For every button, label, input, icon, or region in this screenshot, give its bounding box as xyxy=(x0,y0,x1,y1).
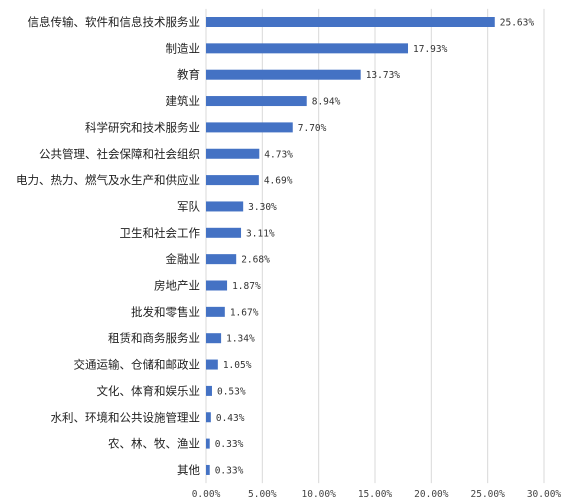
x-tick-label: 10.00% xyxy=(302,489,337,500)
category-label: 科学研究和技术服务业 xyxy=(85,120,200,134)
grid-lines xyxy=(205,8,545,484)
bar xyxy=(206,201,244,212)
value-label: 1.05% xyxy=(223,360,252,371)
bar xyxy=(206,306,225,317)
value-label: 3.11% xyxy=(246,228,275,239)
value-label: 4.73% xyxy=(264,149,293,160)
category-label: 租赁和商务服务业 xyxy=(108,331,200,345)
value-label: 1.87% xyxy=(232,281,261,292)
category-label: 建筑业 xyxy=(166,94,201,108)
bar xyxy=(206,96,307,107)
bar xyxy=(206,17,495,27)
value-label: 25.63% xyxy=(500,18,535,29)
bar xyxy=(206,280,228,291)
bars xyxy=(206,17,495,475)
category-label: 制造业 xyxy=(166,41,201,55)
bar xyxy=(206,122,293,133)
category-label: 公共管理、社会保障和社会组织 xyxy=(39,147,200,161)
category-label: 交通运输、仓储和邮政业 xyxy=(74,358,201,372)
category-label: 文化、体育和娱乐业 xyxy=(97,384,201,398)
category-label: 卫生和社会工作 xyxy=(120,226,201,240)
x-tick-label: 30.00% xyxy=(527,489,562,500)
value-label: 0.33% xyxy=(215,465,244,476)
bar xyxy=(206,69,361,80)
category-label: 金融业 xyxy=(166,252,201,266)
bar xyxy=(206,254,237,265)
category-label: 电力、热力、燃气及水生产和供应业 xyxy=(16,173,200,187)
category-label: 其他 xyxy=(177,463,200,477)
x-tick-labels: 0.00% 5.00% 10.00% 15.00% 20.00% 25.00% 30.00% xyxy=(192,489,562,500)
value-label: 7.70% xyxy=(298,123,327,134)
value-label: 3.30% xyxy=(248,202,277,213)
category-label: 教育 xyxy=(177,68,200,82)
bar xyxy=(206,148,260,159)
x-tick-label: 0.00% xyxy=(192,489,221,500)
value-label: 13.73% xyxy=(366,70,401,81)
value-label: 8.94% xyxy=(312,97,341,108)
bar xyxy=(206,385,212,396)
bar xyxy=(206,175,259,186)
category-label: 水利、环境和公共设施管理业 xyxy=(51,410,201,424)
value-label: 17.93% xyxy=(413,44,448,55)
x-tick-label: 20.00% xyxy=(414,489,449,500)
category-label: 军队 xyxy=(177,199,200,213)
bar xyxy=(206,464,210,475)
value-label: 4.69% xyxy=(264,176,293,187)
x-tick-label: 5.00% xyxy=(248,489,277,500)
category-label: 信息传输、软件和信息技术服务业 xyxy=(28,15,201,29)
bar xyxy=(206,227,242,238)
value-label: 0.43% xyxy=(216,413,245,424)
category-label: 批发和零售业 xyxy=(131,305,200,319)
value-label: 1.67% xyxy=(230,307,259,318)
value-labels: 25.63% 17.93% 13.73% 8.94% 7.70% 4.73% 4.69% 3.… xyxy=(215,18,535,477)
x-tick-label: 15.00% xyxy=(358,489,393,500)
value-label: 0.53% xyxy=(217,386,246,397)
value-label: 2.68% xyxy=(241,255,270,266)
category-label: 房地产业 xyxy=(154,279,200,293)
category-label: 农、林、牧、渔业 xyxy=(108,437,200,451)
value-label: 0.33% xyxy=(215,439,244,450)
bar xyxy=(206,359,218,370)
bar xyxy=(206,412,211,423)
bar xyxy=(206,333,222,344)
x-tick-label: 25.00% xyxy=(471,489,506,500)
bar xyxy=(206,438,210,449)
category-labels: 信息传输、软件和信息技术服务业制造业教育建筑业科学研究和技术服务业公共管理、社会… xyxy=(16,15,200,477)
value-label: 1.34% xyxy=(226,334,255,345)
bar xyxy=(206,43,409,54)
